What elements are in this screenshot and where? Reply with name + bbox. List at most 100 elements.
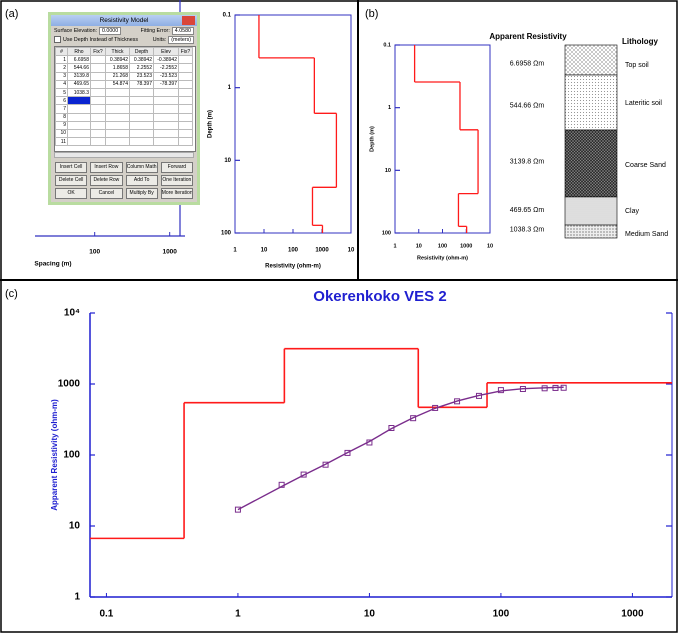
table-cell[interactable]: [179, 105, 193, 113]
table-cell[interactable]: 1: [56, 56, 68, 64]
table-cell[interactable]: 5: [56, 88, 68, 96]
table-cell[interactable]: [68, 105, 91, 113]
y-axis-label: Depth (m): [208, 110, 214, 138]
table-cell[interactable]: [91, 56, 106, 64]
table-cell[interactable]: 1.8658: [106, 64, 130, 72]
table-cell[interactable]: [179, 97, 193, 105]
table-cell[interactable]: [130, 129, 154, 137]
table-cell[interactable]: [91, 72, 106, 80]
table-cell[interactable]: 6.6958: [68, 56, 91, 64]
button[interactable]: OK: [55, 188, 87, 199]
table-cell[interactable]: [68, 97, 91, 105]
table-cell[interactable]: 78.397: [130, 80, 154, 88]
table-cell[interactable]: [130, 105, 154, 113]
table-cell[interactable]: [179, 64, 193, 72]
table-cell[interactable]: [179, 88, 193, 96]
field-row: Surface Elevation: 0.0000 Fitting Error:…: [51, 26, 197, 35]
table-cell[interactable]: [91, 80, 106, 88]
table-cell[interactable]: [91, 88, 106, 96]
table-cell[interactable]: [106, 138, 130, 146]
table-cell[interactable]: [68, 129, 91, 137]
table-cell[interactable]: 2.2552: [130, 64, 154, 72]
field-input[interactable]: 0.0000: [99, 27, 121, 35]
table-cell[interactable]: [130, 113, 154, 121]
button[interactable]: Insert Cell: [55, 162, 87, 173]
table-cell[interactable]: [179, 72, 193, 80]
table-cell[interactable]: [68, 113, 91, 121]
table-cell[interactable]: 10: [56, 129, 68, 137]
button[interactable]: Add To: [126, 175, 158, 186]
button[interactable]: One Iteration: [161, 175, 193, 186]
table-cell[interactable]: 3: [56, 72, 68, 80]
field-input[interactable]: 4.0580: [172, 27, 194, 35]
table-cell[interactable]: [91, 138, 106, 146]
button[interactable]: Cancel: [90, 188, 122, 199]
table-cell[interactable]: [179, 80, 193, 88]
table-cell[interactable]: [106, 97, 130, 105]
table-cell[interactable]: [106, 113, 130, 121]
table-cell[interactable]: [130, 138, 154, 146]
table-cell[interactable]: [179, 138, 193, 146]
table-cell[interactable]: [154, 138, 179, 146]
table-cell[interactable]: 3139.8: [68, 72, 91, 80]
checkbox[interactable]: [54, 36, 61, 43]
table-cell[interactable]: -23.523: [154, 72, 179, 80]
table-cell[interactable]: [154, 88, 179, 96]
table-cell[interactable]: [91, 129, 106, 137]
table-cell[interactable]: [68, 121, 91, 129]
table-cell[interactable]: [68, 138, 91, 146]
table-cell[interactable]: [154, 97, 179, 105]
y-tick-label: 1000: [58, 379, 81, 390]
table-cell[interactable]: 54.874: [106, 80, 130, 88]
table-cell[interactable]: -78.397: [154, 80, 179, 88]
table-cell[interactable]: 6: [56, 97, 68, 105]
table-cell[interactable]: 8: [56, 113, 68, 121]
table-cell[interactable]: [130, 121, 154, 129]
table-cell[interactable]: 4: [56, 80, 68, 88]
field-input[interactable]: (meters): [168, 36, 194, 44]
table-cell[interactable]: 2: [56, 64, 68, 72]
table-cell[interactable]: 0.38942: [130, 56, 154, 64]
x-tick-label: 100: [493, 609, 510, 620]
table-cell[interactable]: 469.65: [68, 80, 91, 88]
table-cell[interactable]: [91, 121, 106, 129]
button[interactable]: Delete Row: [90, 175, 122, 186]
table-cell[interactable]: [179, 113, 193, 121]
table-cell[interactable]: 7: [56, 105, 68, 113]
table-cell[interactable]: [130, 88, 154, 96]
table-cell[interactable]: [91, 113, 106, 121]
table-cell[interactable]: [130, 97, 154, 105]
button[interactable]: More Iterations: [161, 188, 193, 199]
table-cell[interactable]: [179, 56, 193, 64]
table-cell[interactable]: 21.268: [106, 72, 130, 80]
button[interactable]: Insert Row: [90, 162, 122, 173]
table-cell[interactable]: 11: [56, 138, 68, 146]
table-cell[interactable]: 0.38942: [106, 56, 130, 64]
table-cell[interactable]: [106, 129, 130, 137]
button[interactable]: Delete Cell: [55, 175, 87, 186]
dialog-title: Resistivity Model: [100, 17, 149, 24]
table-cell[interactable]: [91, 97, 106, 105]
table-cell[interactable]: 1038.3: [68, 88, 91, 96]
table-cell[interactable]: [106, 105, 130, 113]
table-cell[interactable]: 544.66: [68, 64, 91, 72]
table-cell[interactable]: -2.2552: [154, 64, 179, 72]
table-row: 33139.8 21.26823.523-23.523: [56, 72, 193, 80]
table-cell[interactable]: 9: [56, 121, 68, 129]
table-cell[interactable]: -0.38942: [154, 56, 179, 64]
table-cell[interactable]: [106, 88, 130, 96]
table-cell[interactable]: [154, 121, 179, 129]
button[interactable]: Column Math: [126, 162, 158, 173]
button[interactable]: Forward: [161, 162, 193, 173]
table-cell[interactable]: 23.523: [130, 72, 154, 80]
table-cell[interactable]: [154, 105, 179, 113]
table-cell[interactable]: [91, 64, 106, 72]
table-cell[interactable]: [106, 121, 130, 129]
button[interactable]: Multiply By: [126, 188, 158, 199]
table-cell[interactable]: [154, 129, 179, 137]
close-button[interactable]: [182, 16, 195, 25]
table-cell[interactable]: [179, 129, 193, 137]
table-cell[interactable]: [179, 121, 193, 129]
table-cell[interactable]: [154, 113, 179, 121]
table-cell[interactable]: [91, 105, 106, 113]
